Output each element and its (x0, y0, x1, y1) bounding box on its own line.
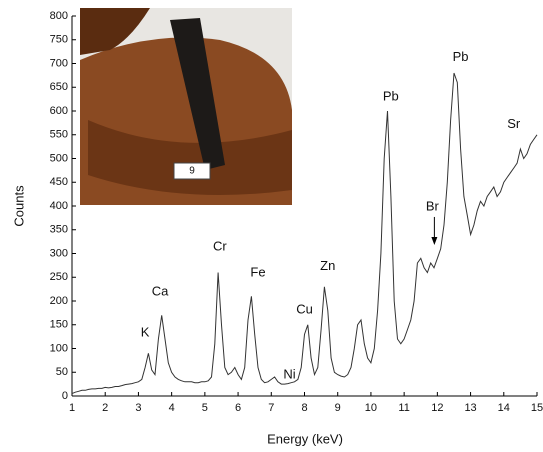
x-tick-label: 14 (498, 402, 510, 414)
violin-rib (88, 120, 292, 195)
x-tick-label: 11 (398, 402, 409, 414)
x-tick-label: 5 (202, 402, 208, 414)
peak-label: Pb (453, 49, 469, 64)
y-tick-label: 550 (50, 129, 68, 141)
violin-upper (80, 8, 150, 55)
photo-tag (173, 162, 211, 180)
peak-label: Br (426, 198, 440, 213)
arrow-head (431, 236, 438, 245)
y-tick-label: 750 (50, 34, 68, 46)
x-tick-label: 6 (235, 402, 241, 414)
y-tick-label: 350 (50, 224, 68, 236)
x-tick-label: 3 (135, 402, 141, 414)
peak-label: K (141, 324, 150, 339)
x-tick-label: 2 (102, 402, 108, 414)
x-tick-label: 10 (365, 402, 377, 414)
y-tick-label: 700 (50, 57, 68, 69)
peak-label: Ca (152, 283, 169, 298)
peak-label: Cu (296, 301, 313, 316)
x-axis-label: Energy (keV) (267, 431, 343, 446)
x-tick-label: 7 (268, 402, 274, 414)
x-tick-label: 4 (169, 402, 175, 414)
inset-photo: 9 (80, 8, 292, 205)
y-tick-label: 50 (56, 366, 68, 378)
photo-tag-label: 9 (189, 166, 195, 177)
tailpiece (170, 18, 225, 170)
spectrum-line (71, 72, 538, 395)
y-tick-label: 800 (50, 10, 68, 22)
x-tick-label: 8 (301, 402, 307, 414)
x-tick-label: 1 (69, 402, 75, 414)
y-tick-label: 450 (50, 176, 68, 188)
peak-label: Ni (283, 367, 295, 382)
y-axis-label: Counts (11, 185, 26, 227)
y-tick-label: 150 (50, 319, 68, 331)
x-tick-label: 15 (531, 402, 543, 414)
y-tick-label: 300 (50, 247, 68, 259)
y-tick-label: 650 (50, 81, 68, 93)
peak-label: Cr (213, 238, 227, 253)
peak-label: Fe (250, 264, 265, 279)
y-tick-label: 400 (50, 200, 68, 212)
y-tick-label: 0 (62, 390, 68, 402)
y-tick-label: 500 (50, 152, 68, 164)
y-tick-label: 600 (50, 105, 68, 117)
x-tick-label: 13 (464, 402, 476, 414)
peak-label: Pb (383, 89, 399, 104)
y-tick-label: 200 (50, 295, 68, 307)
peak-label: Sr (507, 116, 521, 131)
peak-label: Zn (320, 258, 335, 273)
x-tick-label: 9 (335, 402, 341, 414)
y-tick-label: 250 (50, 271, 68, 283)
x-tick-label: 12 (431, 402, 443, 414)
y-tick-label: 100 (50, 342, 68, 354)
